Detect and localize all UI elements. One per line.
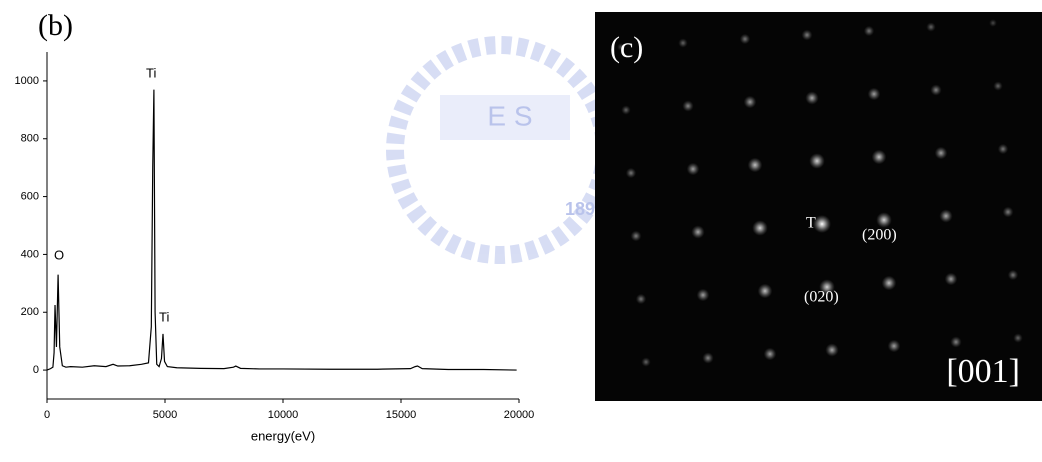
diffraction-spot xyxy=(876,212,892,228)
diffraction-spot xyxy=(871,149,887,165)
diffraction-spot xyxy=(635,293,647,305)
diffraction-spot xyxy=(691,225,705,239)
diffraction-spot xyxy=(887,339,901,353)
diffraction-spot xyxy=(621,105,631,115)
diffraction-label: (020) xyxy=(804,289,839,306)
diffraction-spot xyxy=(944,272,958,286)
watermark-letters: E S xyxy=(487,100,532,131)
diffraction-spot xyxy=(926,22,936,32)
diffraction-spot xyxy=(1002,206,1014,218)
diffraction-spot xyxy=(743,95,757,109)
diffraction-spot xyxy=(757,283,773,299)
diffraction-label: (200) xyxy=(862,227,897,244)
x-tick-label: 15000 xyxy=(386,409,417,421)
diffraction-spot xyxy=(641,357,651,367)
diffraction-spot xyxy=(950,336,962,348)
annotation: Ti xyxy=(146,65,156,80)
diffraction-spot xyxy=(881,275,897,291)
watermark: E S 1896 xyxy=(386,36,614,264)
diffraction-spot xyxy=(630,230,642,242)
diffraction-spot xyxy=(678,38,688,48)
diffraction-label: [001] xyxy=(946,353,1020,390)
panel-label: (c) xyxy=(610,31,643,64)
diffraction-spot xyxy=(696,288,710,302)
diffraction-spot xyxy=(805,91,819,105)
diffraction-spot xyxy=(934,146,948,160)
diffraction-spot xyxy=(763,347,777,361)
diffraction-spot xyxy=(813,215,831,233)
watermark-ring xyxy=(386,36,614,264)
diffraction-spot xyxy=(997,143,1009,155)
diffraction-spot xyxy=(686,162,700,176)
diffraction-spot xyxy=(1013,333,1023,343)
y-tick-label: 600 xyxy=(21,190,39,202)
panel-label: (b) xyxy=(38,9,73,42)
x-tick-label: 10000 xyxy=(268,409,299,421)
y-tick-label: 0 xyxy=(33,364,39,376)
annotation: Ti xyxy=(159,309,169,324)
watermark-box xyxy=(440,95,570,140)
diffraction-spot xyxy=(989,19,997,27)
diffraction-spot xyxy=(702,352,714,364)
diffraction-spot xyxy=(819,279,835,295)
diffraction-spot xyxy=(752,220,768,236)
diffraction-spot xyxy=(747,157,763,173)
diffraction-spot xyxy=(809,153,825,169)
diffraction-spot xyxy=(625,167,637,179)
diffraction-label: T xyxy=(806,215,816,232)
y-tick-label: 800 xyxy=(21,133,39,145)
annotation: O xyxy=(54,247,64,262)
diffraction-spot xyxy=(801,29,813,41)
y-tick-label: 200 xyxy=(21,306,39,318)
diffraction-spot xyxy=(617,43,625,51)
diffraction-spot xyxy=(993,81,1003,91)
diffraction-spot xyxy=(682,100,694,112)
y-tick-label: 1000 xyxy=(15,75,39,87)
x-tick-label: 0 xyxy=(44,409,50,421)
diffraction-spot xyxy=(1007,269,1019,281)
diffraction-image xyxy=(595,12,1042,401)
diffraction-spot xyxy=(825,343,839,357)
diffraction-spot xyxy=(739,33,751,45)
diffraction-spot xyxy=(863,25,875,37)
x-axis-label: energy(eV) xyxy=(251,428,315,443)
diffraction-spot xyxy=(930,84,942,96)
diffraction-spot xyxy=(939,209,953,223)
diffraction-spot xyxy=(867,87,881,101)
x-tick-label: 20000 xyxy=(504,409,535,421)
x-tick-label: 5000 xyxy=(153,409,177,421)
spectrum-line xyxy=(46,89,517,371)
y-tick-label: 400 xyxy=(21,248,39,260)
